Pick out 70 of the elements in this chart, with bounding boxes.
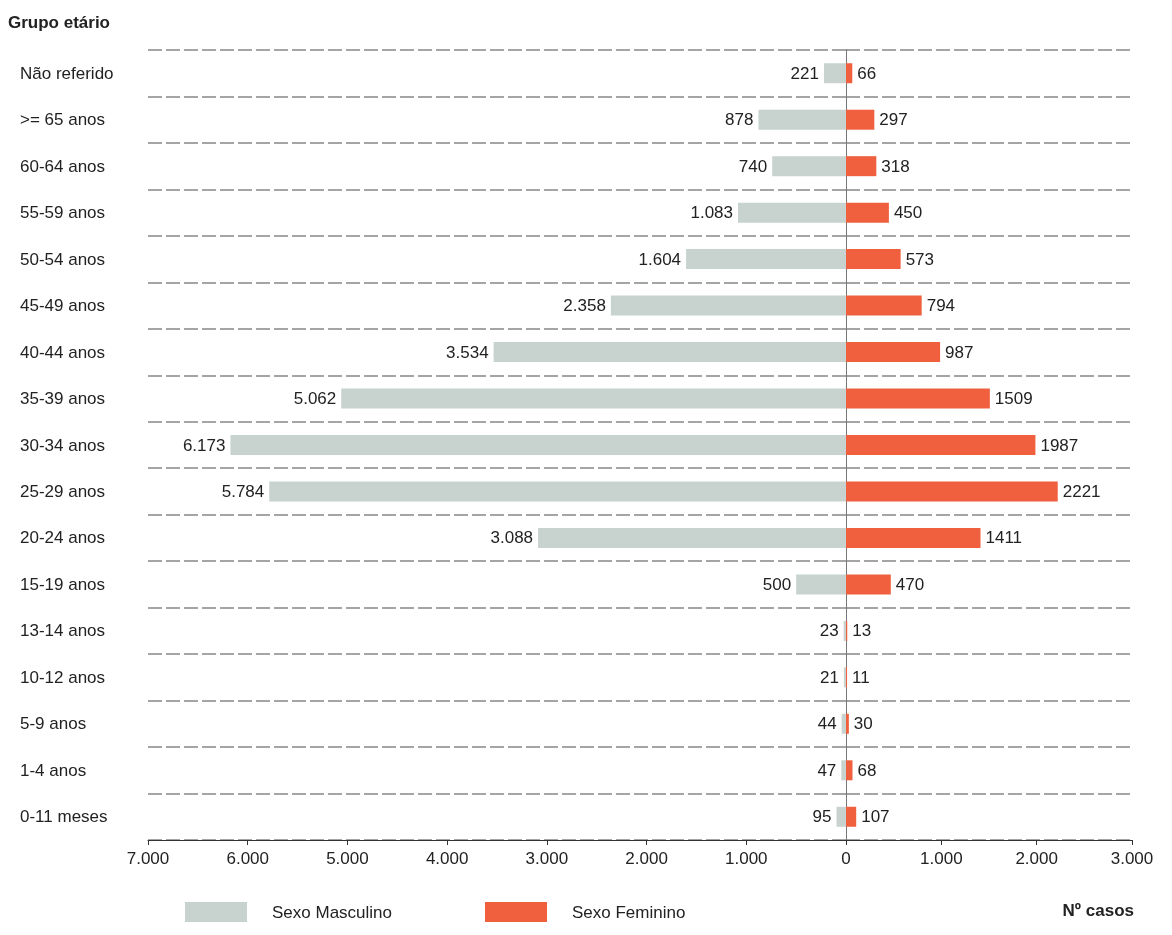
x-tick-label: 3.000 — [525, 849, 569, 868]
data-label: 68 — [857, 760, 877, 780]
data-label: 794 — [926, 296, 956, 316]
bar — [846, 295, 922, 316]
legend-label: Sexo Feminino — [572, 902, 686, 922]
x-tick-label: 0 — [841, 849, 851, 868]
y-tick-label: 13-14 anos — [20, 621, 106, 641]
legend-label: Sexo Masculino — [272, 902, 393, 922]
data-label: 13 — [852, 621, 872, 641]
data-label: 3.088 — [490, 528, 534, 548]
data-label: 5.784 — [221, 481, 265, 501]
x-tick-label: 2.000 — [625, 849, 668, 868]
x-tick-label: 4.000 — [425, 849, 469, 868]
data-label: 878 — [725, 110, 754, 130]
y-tick-label: 5-9 anos — [20, 714, 87, 734]
data-label: 987 — [945, 342, 974, 362]
x-tick-label: 2.000 — [1015, 849, 1058, 868]
y-tick-label: 50-54 anos — [20, 249, 106, 269]
data-label: 23 — [819, 621, 839, 641]
data-label: 1509 — [994, 389, 1033, 409]
y-axis-title: Grupo etário — [8, 13, 111, 32]
y-tick-label: 10-12 anos — [20, 667, 106, 687]
data-label: 1.604 — [638, 249, 682, 269]
bar — [846, 388, 990, 409]
data-label: 318 — [881, 156, 910, 176]
data-label: 573 — [905, 249, 934, 269]
x-tick-label: 3.000 — [1110, 849, 1154, 868]
data-label: 21 — [819, 667, 839, 687]
x-tick-label: 1.000 — [920, 849, 963, 868]
data-label: 2221 — [1062, 481, 1101, 501]
x-tick-label: 7.000 — [126, 849, 170, 868]
bar — [846, 342, 941, 363]
data-label: 107 — [861, 807, 890, 827]
data-label: 221 — [790, 63, 819, 83]
data-label: 1987 — [1040, 435, 1079, 455]
data-label: 11 — [852, 667, 870, 687]
y-tick-label: 1-4 anos — [20, 760, 87, 780]
data-label: 30 — [853, 714, 873, 734]
y-tick-label: 20-24 anos — [20, 528, 106, 548]
data-label: 44 — [817, 714, 837, 734]
data-label: 6.173 — [182, 435, 226, 455]
data-label: 470 — [895, 574, 925, 594]
data-label: 2.358 — [563, 296, 606, 316]
data-label: 5.062 — [293, 389, 337, 409]
data-label: 3.534 — [446, 342, 489, 362]
data-label: 66 — [857, 63, 877, 83]
data-label: 1.083 — [690, 203, 734, 223]
x-tick-label: 6.000 — [226, 849, 269, 868]
y-tick-label: 15-19 anos — [20, 574, 106, 594]
bar — [846, 435, 1036, 455]
data-label: 740 — [738, 156, 768, 176]
y-tick-label: 35-39 anos — [20, 389, 106, 409]
y-tick-label: Não referido — [20, 63, 114, 83]
y-tick-label: >= 65 anos — [20, 110, 106, 130]
x-tick-label: 1.000 — [725, 849, 768, 868]
y-tick-label: 55-59 anos — [20, 203, 106, 223]
data-label: 297 — [879, 110, 908, 130]
data-label: 500 — [762, 574, 792, 594]
y-tick-label: 40-44 anos — [20, 342, 106, 362]
data-label: 450 — [893, 203, 923, 223]
y-tick-label: 30-34 anos — [20, 435, 106, 455]
data-label: 95 — [812, 807, 832, 827]
y-tick-label: 0-11 meses — [20, 807, 108, 827]
y-tick-label: 45-49 anos — [20, 296, 106, 316]
data-label: 47 — [817, 760, 837, 780]
x-axis-title: Nº casos — [1062, 901, 1135, 920]
x-tick-label: 5.000 — [326, 849, 369, 868]
data-label: 1411 — [985, 528, 1023, 548]
y-tick-label: 60-64 anos — [20, 156, 106, 176]
y-tick-label: 25-29 anos — [20, 481, 106, 501]
